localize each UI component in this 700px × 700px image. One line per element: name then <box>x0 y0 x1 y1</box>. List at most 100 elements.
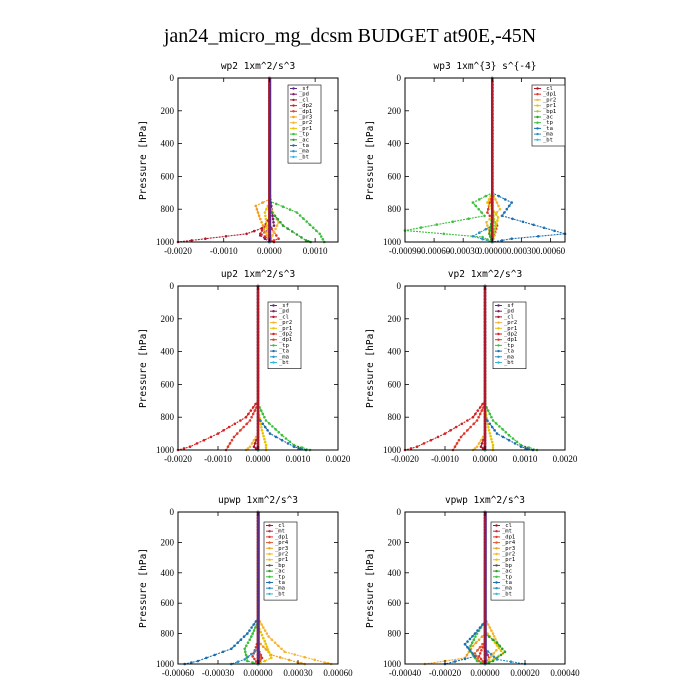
y-tick-label: 1000 <box>383 659 402 669</box>
x-tick-label: 0.00060 <box>323 668 353 678</box>
legend-marker <box>536 104 539 107</box>
x-tick-label: -0.0010 <box>431 454 459 464</box>
y-tick-label: 0 <box>397 507 402 517</box>
series-point-dp1 <box>457 438 461 442</box>
legend-label: _pr1 <box>504 326 517 332</box>
series-point-ta <box>453 660 457 663</box>
series-point-cl <box>252 445 256 449</box>
series-point-dp2 <box>263 235 267 238</box>
series-line-ta <box>184 512 259 665</box>
legend-marker <box>272 332 275 336</box>
series-point-dp1 <box>477 655 481 658</box>
series-point-tp <box>477 207 481 211</box>
series-point-tp <box>259 409 263 412</box>
series-point-ta <box>500 239 504 242</box>
series-point-ta <box>501 435 505 439</box>
series-point-pr1 <box>261 432 265 435</box>
series-point-ta <box>233 644 236 648</box>
series-point-dp2 <box>478 406 482 409</box>
series-point-pr2 <box>262 626 265 629</box>
series-point-pr1 <box>487 429 491 432</box>
legend-label: _sf <box>279 303 289 309</box>
figure-title: jan24_micro_mg_dcsm BUDGET at90E,-45N <box>163 25 536 47</box>
series-point-tp <box>251 632 254 635</box>
legend-label: _dp1 <box>279 337 292 343</box>
series-point-pr2 <box>494 198 497 201</box>
legend-label: _tp <box>543 120 553 126</box>
series-point-dp1 <box>232 435 236 439</box>
series-point-ta <box>513 442 517 445</box>
legend-label: _ta <box>299 143 309 149</box>
series-point-dp2 <box>233 422 237 426</box>
y-tick-label: 400 <box>161 568 175 578</box>
series-point-tp <box>470 641 474 644</box>
series-point-ta <box>463 657 467 661</box>
series-point-pr1 <box>263 659 267 663</box>
series-point-ma <box>253 650 256 653</box>
series-point-pr2 <box>477 442 481 445</box>
series-point-tp <box>442 232 446 236</box>
series-point-cl <box>245 232 248 236</box>
series-point-pr4 <box>476 649 479 652</box>
legend-label: _ta <box>279 349 289 355</box>
legend-label: _pr2 <box>543 97 556 103</box>
series-line-pr4 <box>474 512 486 665</box>
legend-marker <box>536 138 539 141</box>
series-point-pr2 <box>252 438 256 442</box>
series-point-ta <box>503 198 507 201</box>
series-point-ta <box>298 447 302 450</box>
legend-marker <box>536 121 539 124</box>
legend-marker <box>272 338 275 341</box>
series-point-dp1 <box>242 425 245 429</box>
legend-label: _dp2 <box>504 332 517 338</box>
legend-marker <box>272 327 275 330</box>
series-point-pr4 <box>478 646 482 649</box>
series-point-pr2 <box>492 635 496 638</box>
series-point-tp <box>319 235 323 238</box>
series-point-pr1 <box>259 630 263 634</box>
chart-title: wp3 1xm^{3} s^{-4} <box>434 61 537 72</box>
series-line-dp1 <box>452 286 486 451</box>
series-point-tp <box>248 638 251 641</box>
series-point-dp1 <box>469 425 472 429</box>
legend-label: _pd <box>504 309 514 315</box>
series-point-ac <box>304 239 308 242</box>
series-point-ac <box>273 214 277 218</box>
y-tick-label: 600 <box>388 598 402 608</box>
series-line-ta <box>444 512 486 665</box>
series-point-tp <box>451 220 455 223</box>
legend-label: _ac <box>543 115 553 121</box>
series-point-dp2 <box>222 429 225 432</box>
series-point-pd <box>263 237 267 240</box>
series-point-ta <box>553 229 556 233</box>
legend-marker <box>272 304 275 307</box>
legend-marker <box>495 581 498 584</box>
series-line-dp2 <box>404 286 486 451</box>
legend-marker <box>268 587 271 590</box>
legend-label: _pr3 <box>299 115 312 121</box>
chart-panel-0: wp2 1xm^2/s^3 0 200 400 600 800 1000-0.0020 -0.… <box>138 61 339 256</box>
series-line-ma <box>231 512 259 665</box>
series-point-dp2 <box>188 445 192 449</box>
series-point-cl <box>204 237 207 240</box>
y-tick-label: 0 <box>170 507 175 517</box>
series-point-pr2 <box>254 435 258 439</box>
legend-marker <box>536 132 539 136</box>
series-point-pr3 <box>474 641 478 644</box>
y-axis-label: Pressure [hPa] <box>365 548 376 628</box>
series-point-dp2 <box>260 229 264 232</box>
series-point-tp <box>302 217 305 220</box>
y-tick-label: 800 <box>161 412 175 422</box>
series-point-tp <box>490 415 493 419</box>
legend-label: _ma <box>504 354 514 360</box>
x-tick-label: 0.00000 <box>478 246 508 256</box>
series-point-ta <box>221 650 225 654</box>
legend-marker <box>536 115 539 119</box>
series-point-dp1 <box>228 442 232 445</box>
series-point-ta <box>248 629 251 632</box>
legend-marker <box>268 530 271 533</box>
x-tick-label: -0.0020 <box>164 454 192 464</box>
y-tick-label: 400 <box>388 347 402 357</box>
series-point-ta <box>473 632 477 635</box>
series-point-tp <box>244 653 248 657</box>
